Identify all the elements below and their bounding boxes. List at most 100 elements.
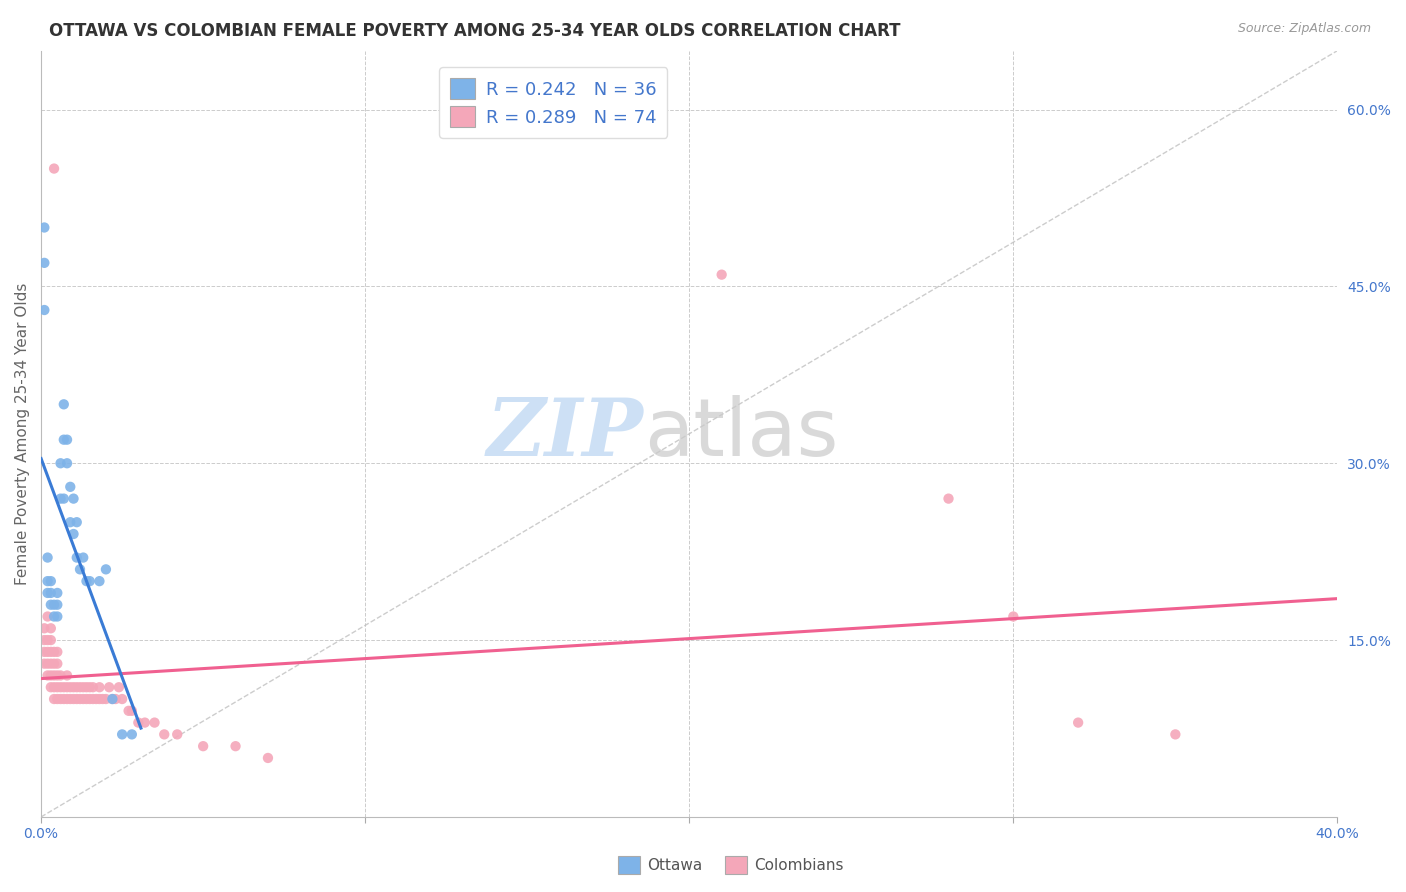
Point — [101, 692, 124, 706]
Point — [56, 680, 79, 694]
Point — [37, 657, 59, 671]
Point — [69, 562, 91, 576]
Point — [46, 692, 69, 706]
Point — [89, 574, 111, 589]
Point — [52, 680, 75, 694]
Point — [52, 397, 75, 411]
Point — [66, 692, 89, 706]
Point — [166, 727, 188, 741]
Point — [89, 692, 111, 706]
Point — [111, 692, 134, 706]
Point — [37, 574, 59, 589]
Point — [76, 574, 98, 589]
Point — [66, 550, 89, 565]
Point — [46, 609, 69, 624]
Point — [56, 456, 79, 470]
Point — [59, 680, 82, 694]
Point — [42, 598, 65, 612]
Point — [52, 692, 75, 706]
Point — [101, 692, 124, 706]
Point — [42, 680, 65, 694]
Point — [62, 527, 84, 541]
Point — [79, 680, 101, 694]
Point — [76, 692, 98, 706]
Point — [34, 220, 56, 235]
Point — [37, 633, 59, 648]
Text: atlas: atlas — [644, 395, 838, 473]
Point — [82, 680, 104, 694]
Point — [56, 692, 79, 706]
Point — [39, 657, 62, 671]
Point — [69, 680, 91, 694]
Point — [42, 657, 65, 671]
Point — [72, 550, 94, 565]
Point — [72, 680, 94, 694]
Point — [37, 586, 59, 600]
Point — [49, 680, 72, 694]
Point — [46, 657, 69, 671]
Point — [46, 680, 69, 694]
Point — [52, 433, 75, 447]
Point — [42, 609, 65, 624]
Point — [39, 645, 62, 659]
Point — [225, 739, 247, 754]
Point — [1067, 715, 1090, 730]
Point — [84, 692, 107, 706]
Point — [62, 680, 84, 694]
Point — [710, 268, 733, 282]
Point — [49, 491, 72, 506]
Point — [59, 480, 82, 494]
Point — [34, 657, 56, 671]
Point — [46, 586, 69, 600]
Point — [46, 645, 69, 659]
Point — [94, 562, 117, 576]
Point — [191, 739, 214, 754]
Point — [76, 680, 98, 694]
Point — [56, 668, 79, 682]
Point — [1164, 727, 1187, 741]
Point — [257, 751, 280, 765]
Legend: Ottawa, Colombians: Ottawa, Colombians — [612, 850, 851, 880]
Point — [66, 680, 89, 694]
Legend: R = 0.242   N = 36, R = 0.289   N = 74: R = 0.242 N = 36, R = 0.289 N = 74 — [439, 68, 668, 138]
Point — [134, 715, 156, 730]
Point — [79, 692, 101, 706]
Point — [66, 515, 89, 529]
Text: OTTAWA VS COLOMBIAN FEMALE POVERTY AMONG 25-34 YEAR OLDS CORRELATION CHART: OTTAWA VS COLOMBIAN FEMALE POVERTY AMONG… — [49, 22, 901, 40]
Point — [42, 645, 65, 659]
Point — [82, 692, 104, 706]
Point — [94, 692, 117, 706]
Point — [111, 727, 134, 741]
Point — [34, 645, 56, 659]
Point — [37, 645, 59, 659]
Text: ZIP: ZIP — [486, 395, 644, 473]
Point — [153, 727, 176, 741]
Point — [69, 692, 91, 706]
Point — [117, 704, 139, 718]
Point — [49, 456, 72, 470]
Point — [42, 161, 65, 176]
Point — [121, 704, 143, 718]
Point — [56, 433, 79, 447]
Point — [72, 692, 94, 706]
Point — [34, 256, 56, 270]
Point — [39, 598, 62, 612]
Point — [34, 621, 56, 635]
Point — [42, 692, 65, 706]
Point — [98, 680, 121, 694]
Point — [121, 727, 143, 741]
Point — [108, 680, 131, 694]
Point — [62, 491, 84, 506]
Point — [127, 715, 149, 730]
Text: Source: ZipAtlas.com: Source: ZipAtlas.com — [1237, 22, 1371, 36]
Point — [46, 668, 69, 682]
Point — [52, 491, 75, 506]
Point — [37, 668, 59, 682]
Point — [938, 491, 960, 506]
Point — [91, 692, 114, 706]
Point — [39, 680, 62, 694]
Point — [143, 715, 166, 730]
Point — [39, 668, 62, 682]
Point — [37, 609, 59, 624]
Point — [34, 633, 56, 648]
